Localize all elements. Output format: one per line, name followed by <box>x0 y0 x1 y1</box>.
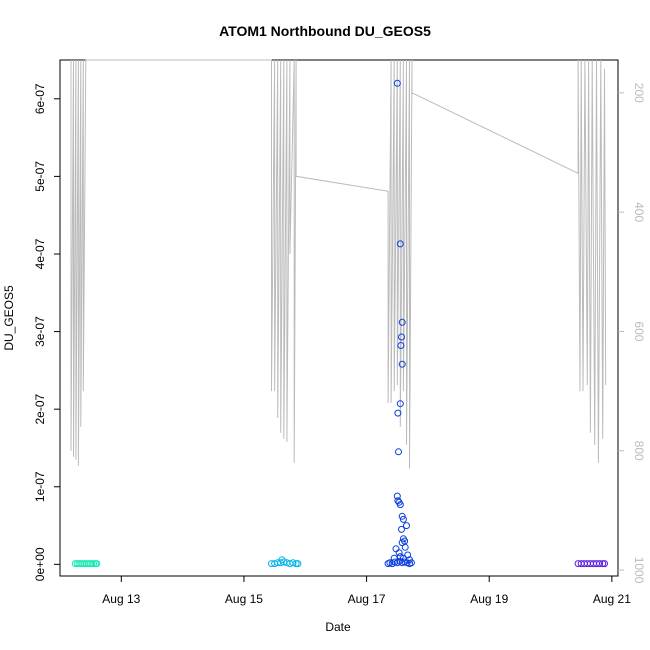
x-tick-label: Aug 13 <box>102 592 140 606</box>
data-point <box>397 342 405 349</box>
data-point <box>90 560 98 568</box>
y-axis-label: DU_GEOS5 <box>2 285 16 351</box>
y-tick-label: 6e-07 <box>33 83 47 114</box>
pressure-track-layer <box>70 59 607 469</box>
data-point <box>401 543 409 551</box>
axes-layer: 0e+00 1e-07 2e-07 3e-07 4e-07 5e-07 6e-07 Aug 1… <box>33 83 646 606</box>
x-tick-label: Aug 21 <box>593 592 631 606</box>
x-axis-label: Date <box>325 620 351 634</box>
y-tick-label: 4e-07 <box>33 238 47 269</box>
x-tick-label: Aug 19 <box>470 592 508 606</box>
points-layer <box>71 79 608 568</box>
x-tick-label: Aug 17 <box>348 592 386 606</box>
pressure-track-line <box>70 59 607 469</box>
chart-title: ATOM1 Northbound DU_GEOS5 <box>219 23 431 39</box>
data-point <box>294 560 302 568</box>
data-point <box>93 560 101 568</box>
data-point <box>398 333 405 341</box>
y-tick-label: 3e-07 <box>33 316 47 347</box>
data-point <box>398 512 406 520</box>
y2-tick-label: 400 <box>632 202 646 222</box>
data-point <box>396 240 404 248</box>
data-point <box>278 556 286 564</box>
data-point <box>392 545 400 553</box>
y-tick-label: 5e-07 <box>33 161 47 192</box>
y-tick-label: 2e-07 <box>33 394 47 425</box>
data-point <box>596 560 604 568</box>
y2-tick-label: 600 <box>632 321 646 341</box>
y2-tick-label: 1000 <box>632 557 646 584</box>
data-point <box>393 492 401 500</box>
data-point <box>601 560 608 568</box>
y2-tick-label: 200 <box>632 83 646 103</box>
data-point <box>289 559 297 567</box>
data-point <box>393 79 401 87</box>
data-point <box>398 525 405 533</box>
data-point <box>396 501 404 509</box>
data-point <box>394 409 402 417</box>
y-tick-label: 1e-07 <box>33 471 47 502</box>
data-point <box>399 515 407 523</box>
data-point <box>395 448 402 456</box>
y-tick-label: 0e+00 <box>33 547 47 581</box>
data-point <box>407 559 415 567</box>
data-point <box>396 400 404 408</box>
x-tick-label: Aug 15 <box>225 592 263 606</box>
data-point <box>398 360 406 368</box>
data-point <box>395 549 403 557</box>
plot-frame <box>59 59 619 577</box>
data-point <box>403 522 410 530</box>
data-point <box>398 318 406 326</box>
y2-tick-label: 800 <box>632 441 646 461</box>
